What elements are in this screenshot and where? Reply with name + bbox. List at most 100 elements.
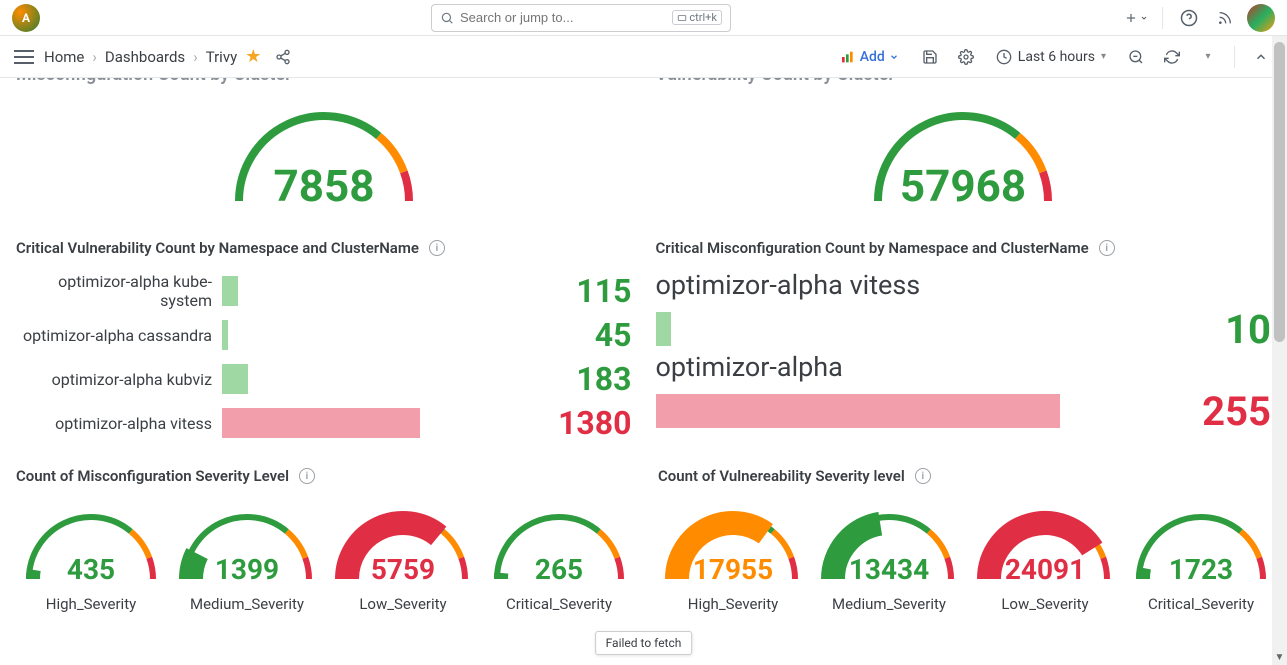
sev-label: Medium_Severity: [814, 595, 964, 613]
new-button[interactable]: [1122, 4, 1150, 32]
sev-item: 435High_Severity: [16, 497, 166, 613]
star-icon[interactable]: ★: [245, 46, 261, 67]
avatar[interactable]: [1247, 4, 1275, 32]
sev-value: 265: [535, 553, 583, 586]
bar-big-label: optimizor-alpha: [656, 351, 1272, 383]
sev-item: 1399 Medium_Severity: [172, 497, 322, 613]
panel-sev-vuln: Count of Vulnereability Severity level i…: [658, 467, 1276, 613]
panel-title: Vulnerability Count by Cluster: [656, 78, 1272, 85]
sev-item: 24091 Low_Severity: [970, 497, 1120, 613]
sev-value: 1723: [1169, 553, 1233, 586]
sev-label: Low_Severity: [970, 595, 1120, 613]
bar-track: [656, 312, 1162, 346]
crumb-current[interactable]: Trivy: [206, 48, 238, 66]
menubar: Home › Dashboards › Trivy ★ Add Last 6 h…: [0, 36, 1287, 78]
timerange-picker[interactable]: Last 6 hours ▾: [988, 45, 1114, 69]
bar-row: 255: [656, 389, 1272, 433]
search-icon: [440, 11, 454, 25]
scrollbar-thumb[interactable]: [1274, 42, 1285, 342]
bar-block: optimizor-alpha 255: [656, 351, 1272, 433]
sev-value: 24091: [1005, 553, 1085, 586]
bar-row: optimizor-alpha kubviz 183: [16, 357, 632, 401]
info-icon[interactable]: i: [429, 240, 445, 256]
sev-value: 1399: [215, 553, 279, 586]
panel-vuln-cluster: Vulnerability Count by Cluster 57968: [656, 78, 1272, 221]
bar-block: optimizor-alpha vitess 10: [656, 269, 1272, 351]
panel-critical-vuln: Critical Vulnerability Count by Namespac…: [16, 239, 632, 445]
bar-label: optimizor-alpha kubviz: [16, 370, 222, 389]
bar-label: optimizor-alpha kube-system: [16, 272, 222, 310]
panel-title-text: Count of Vulnereability Severity level: [658, 467, 905, 485]
sev-value: 17955: [693, 553, 773, 586]
sev-label: High_Severity: [658, 595, 808, 613]
scrollbar-down[interactable]: ▼: [1272, 650, 1287, 665]
bar-label: optimizor-alpha cassandra: [16, 326, 222, 345]
bar-label: optimizor-alpha vitess: [16, 414, 222, 433]
sev-label: Medium_Severity: [172, 595, 322, 613]
bar-row: optimizor-alpha vitess 1380: [16, 401, 632, 445]
menu-toggle[interactable]: [12, 45, 36, 69]
topbar: A ctrl+k: [0, 0, 1287, 36]
zoom-out-icon[interactable]: [1122, 43, 1150, 71]
panel-title-text: Critical Vulnerability Count by Namespac…: [16, 239, 419, 257]
save-icon[interactable]: [916, 43, 944, 71]
panel-misconfig-cluster: Misconfiguration Count by Cluster 7858: [16, 78, 632, 221]
add-label: Add: [860, 49, 885, 65]
bar-track: [656, 394, 1162, 428]
bar-track: [222, 364, 522, 394]
bar-fill: [222, 320, 228, 350]
bar-row: optimizor-alpha cassandra 45: [16, 313, 632, 357]
sev-item: 1723 Critical_Severity: [1126, 497, 1276, 613]
info-icon[interactable]: i: [915, 468, 931, 484]
crumb-dashboards[interactable]: Dashboards: [105, 48, 185, 66]
clock-icon: [996, 49, 1012, 65]
collapse-icon[interactable]: [1247, 43, 1275, 71]
refresh-dropdown[interactable]: ▾: [1194, 43, 1222, 71]
bar-row: optimizor-alpha kube-system 115: [16, 269, 632, 313]
bar-value: 183: [522, 360, 632, 398]
panel-critical-misconf: Critical Misconfiguration Count by Names…: [656, 239, 1272, 445]
settings-icon[interactable]: [952, 43, 980, 71]
sev-label: High_Severity: [16, 595, 166, 613]
svg-text:57968: 57968: [900, 160, 1026, 212]
sev-item: 265Critical_Severity: [484, 497, 634, 613]
chart-icon: [840, 49, 856, 65]
search-kbd: ctrl+k: [672, 10, 722, 25]
sev-item: 13434 Medium_Severity: [814, 497, 964, 613]
sev-item: 5759Low_Severity: [328, 497, 478, 613]
svg-text:7858: 7858: [273, 160, 374, 212]
refresh-icon[interactable]: [1158, 43, 1186, 71]
help-icon[interactable]: [1175, 4, 1203, 32]
bar-big-label: optimizor-alpha vitess: [656, 269, 1272, 301]
add-button[interactable]: Add: [831, 44, 908, 70]
breadcrumb: Home › Dashboards › Trivy: [44, 48, 237, 66]
info-icon[interactable]: i: [299, 468, 315, 484]
logo[interactable]: A: [12, 4, 40, 32]
bar-value: 115: [522, 272, 632, 310]
toast-error: Failed to fetch: [595, 631, 693, 655]
bar-track: [222, 408, 522, 438]
info-icon[interactable]: i: [1099, 240, 1115, 256]
bar-fill: [656, 312, 672, 346]
bar-track: [222, 320, 522, 350]
sev-item: 17955 High_Severity: [658, 497, 808, 613]
bar-value: 255: [1161, 388, 1271, 435]
bar-fill: [222, 276, 238, 306]
bar-track: [222, 276, 522, 306]
gauge-misconfig: 7858: [16, 91, 632, 221]
search-box[interactable]: ctrl+k: [431, 4, 731, 32]
share-icon[interactable]: [269, 43, 297, 71]
sev-value: 13434: [849, 553, 929, 586]
sev-label: Critical_Severity: [1126, 595, 1276, 613]
bar-value: 10: [1161, 306, 1271, 353]
bar-fill: [222, 364, 248, 394]
bar-value: 1380: [522, 404, 632, 442]
gauge-vuln: 57968: [656, 91, 1272, 221]
panel-title-text: Count of Misconfiguration Severity Level: [16, 467, 289, 485]
timerange-label: Last 6 hours: [1018, 49, 1095, 65]
scrollbar[interactable]: ▼: [1272, 36, 1287, 665]
panel-title: Misconfiguration Count by Cluster: [16, 78, 632, 85]
rss-icon[interactable]: [1211, 4, 1239, 32]
search-input[interactable]: [460, 10, 666, 25]
crumb-home[interactable]: Home: [44, 48, 84, 66]
